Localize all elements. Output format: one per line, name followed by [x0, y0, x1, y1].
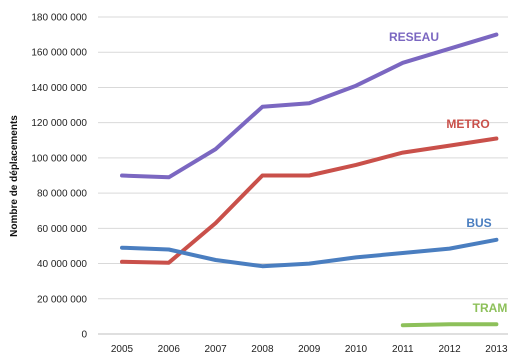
series-labels: RESEAU METRO BUS TRAM — [389, 30, 507, 315]
y-axis-label: Nombre de déplacements — [9, 115, 20, 237]
x-tick-label: 2011 — [392, 344, 414, 355]
y-tick-label: 120 000 000 — [31, 118, 87, 129]
y-tick-label: 40 000 000 — [37, 259, 87, 270]
x-tick-label: 2009 — [298, 344, 321, 355]
series-label-bus: BUS — [466, 216, 491, 230]
gridlines — [98, 16, 508, 300]
x-tick-label: 2005 — [111, 344, 134, 355]
y-tick-label: 0 — [81, 330, 87, 341]
y-tick-label: 180 000 000 — [31, 13, 87, 24]
series-line-bus — [120, 237, 499, 269]
y-axis-ticks: 0 20 000 000 40 000 000 60 000 000 80 000 00… — [31, 13, 87, 341]
y-tick-label: 80 000 000 — [37, 189, 87, 200]
series-line-reseau — [120, 32, 499, 180]
x-tick-label: 2010 — [345, 344, 368, 355]
y-tick-label: 20 000 000 — [37, 294, 87, 305]
series-lines — [120, 32, 499, 328]
y-tick-label: 140 000 000 — [31, 83, 87, 94]
x-axis-ticks: 2005 2006 2007 2008 2009 2010 2011 2012 2013 — [111, 344, 508, 355]
x-tick-label: 2006 — [158, 344, 181, 355]
y-tick-label: 160 000 000 — [31, 48, 87, 59]
series-label-tram: TRAM — [473, 301, 508, 315]
x-tick-label: 2007 — [204, 344, 227, 355]
x-tick-label: 2013 — [485, 344, 508, 355]
series-label-metro: METRO — [446, 117, 489, 131]
series-line-tram — [400, 322, 499, 328]
series-label-reseau: RESEAU — [389, 30, 439, 44]
series-line-metro — [120, 136, 499, 265]
x-tick-label: 2012 — [438, 344, 461, 355]
y-tick-label: 60 000 000 — [37, 224, 87, 235]
y-tick-label: 100 000 000 — [31, 153, 87, 164]
x-tick-label: 2008 — [251, 344, 274, 355]
